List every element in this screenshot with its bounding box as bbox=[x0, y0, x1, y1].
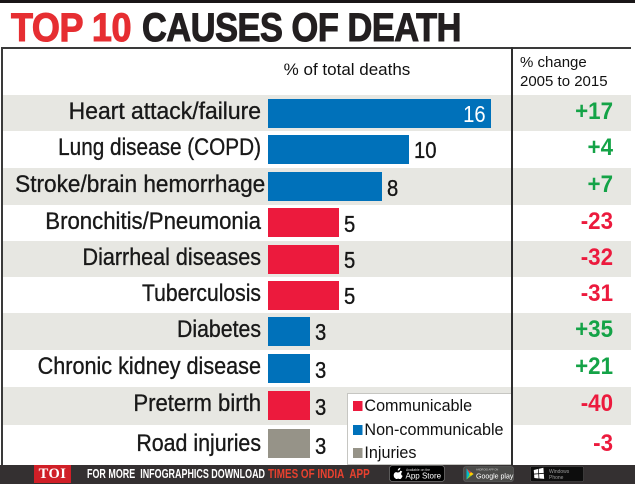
svg-text:Available on the: Available on the bbox=[406, 468, 430, 472]
svg-text:App Store: App Store bbox=[406, 472, 442, 481]
svg-text:Google play: Google play bbox=[476, 474, 514, 481]
svg-text:Windows: Windows bbox=[549, 469, 570, 475]
svg-text:ANDROID APP ON: ANDROID APP ON bbox=[476, 468, 498, 472]
svg-text:Phone: Phone bbox=[549, 475, 564, 481]
